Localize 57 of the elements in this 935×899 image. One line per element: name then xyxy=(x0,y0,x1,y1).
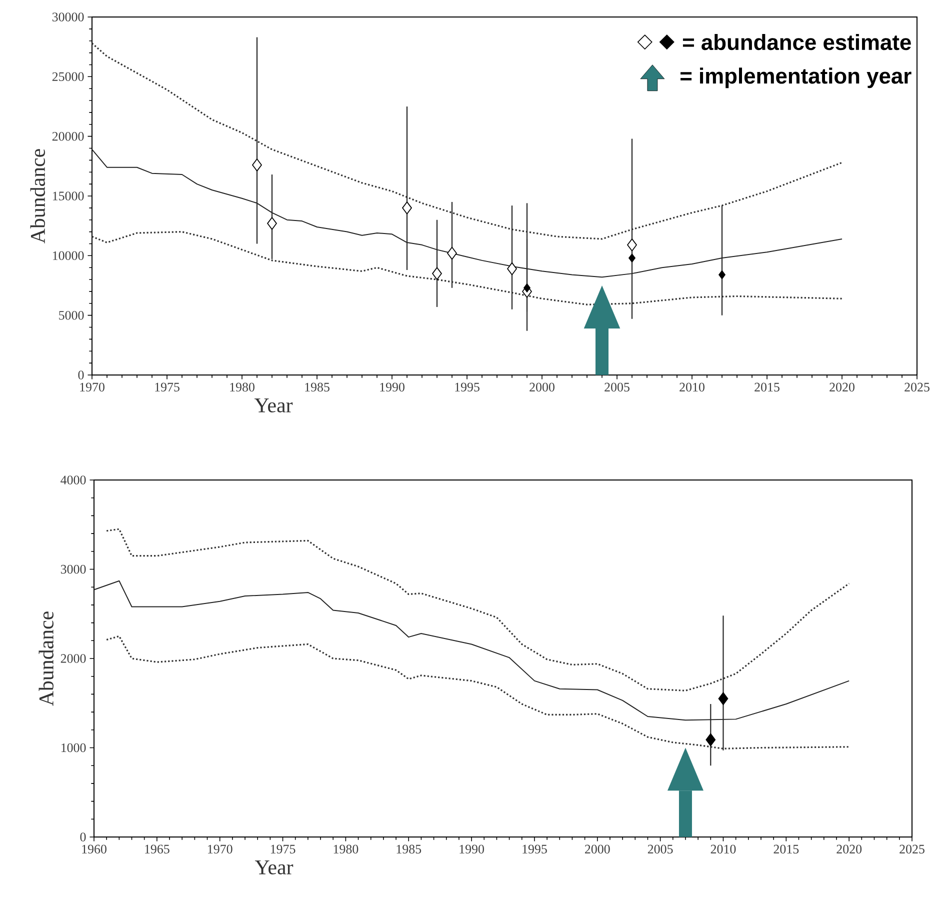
y-tick-label: 0 xyxy=(80,832,86,842)
x-tick-label: 1975 xyxy=(270,844,296,854)
annotation: = abundance estimate xyxy=(682,34,911,50)
line-series xyxy=(91,230,843,306)
x-tick-label: 1990 xyxy=(460,844,484,854)
y-axis-title: Abundance xyxy=(30,149,46,244)
y-tick-label: 20000 xyxy=(52,132,84,141)
x-axis-title: Year xyxy=(254,860,294,874)
point xyxy=(267,217,277,230)
x-tick-label: 1970 xyxy=(208,844,232,854)
x-tick-label: 2025 xyxy=(904,382,930,392)
x-tick-label: 2015 xyxy=(774,844,799,854)
x-tick-label: 1990 xyxy=(380,382,404,392)
point xyxy=(627,238,637,252)
y-tick-label: 1000 xyxy=(61,743,86,752)
x-tick-label: 2010 xyxy=(680,382,704,392)
line-series xyxy=(106,528,850,692)
x-tick-label: 2020 xyxy=(830,382,854,392)
x-tick-label: 2000 xyxy=(530,382,554,392)
annotation: = implementation year xyxy=(680,68,912,88)
x-tick-label: 1985 xyxy=(305,382,330,392)
x-tick-label: 1980 xyxy=(230,382,254,392)
y-axis-title: Abundance xyxy=(38,612,54,706)
x-tick-label: 1960 xyxy=(82,844,106,854)
x-tick-label: 1995 xyxy=(455,382,480,392)
point xyxy=(718,270,726,280)
x-axis-title: Year xyxy=(254,398,293,412)
x-tick-label: 1980 xyxy=(334,844,358,854)
point xyxy=(447,246,457,260)
x-tick-label: 2015 xyxy=(754,382,780,392)
y-tick-label: 2000 xyxy=(60,654,86,663)
x-tick-label: 1995 xyxy=(522,844,547,854)
point xyxy=(628,254,636,262)
point xyxy=(252,158,262,172)
x-tick-label: 2020 xyxy=(836,844,862,854)
x-tick-label: 2005 xyxy=(604,382,630,392)
line-series xyxy=(106,635,850,750)
y-tick-label: 5000 xyxy=(59,310,84,320)
y-tick-label: 10000 xyxy=(52,251,84,260)
x-tick-label: 1985 xyxy=(396,844,422,854)
y-tick-label: 0 xyxy=(78,370,84,380)
x-tick-label: 1965 xyxy=(145,844,170,854)
x-tick-label: 2025 xyxy=(900,844,924,854)
point xyxy=(524,283,530,292)
y-tick-label: 3000 xyxy=(60,564,86,574)
y-tick-label: 30000 xyxy=(52,12,84,22)
x-tick-label: 2000 xyxy=(585,844,610,854)
y-tick-label: 25000 xyxy=(52,72,84,82)
x-tick-label: 2005 xyxy=(648,844,673,854)
point xyxy=(402,202,412,214)
point xyxy=(507,262,517,276)
x-tick-label: 1975 xyxy=(155,382,180,392)
x-tick-label: 1970 xyxy=(80,382,104,392)
point xyxy=(432,267,442,280)
y-tick-label: 15000 xyxy=(52,192,84,200)
x-tick-label: 2010 xyxy=(710,844,736,854)
y-tick-label: 4000 xyxy=(60,476,86,484)
